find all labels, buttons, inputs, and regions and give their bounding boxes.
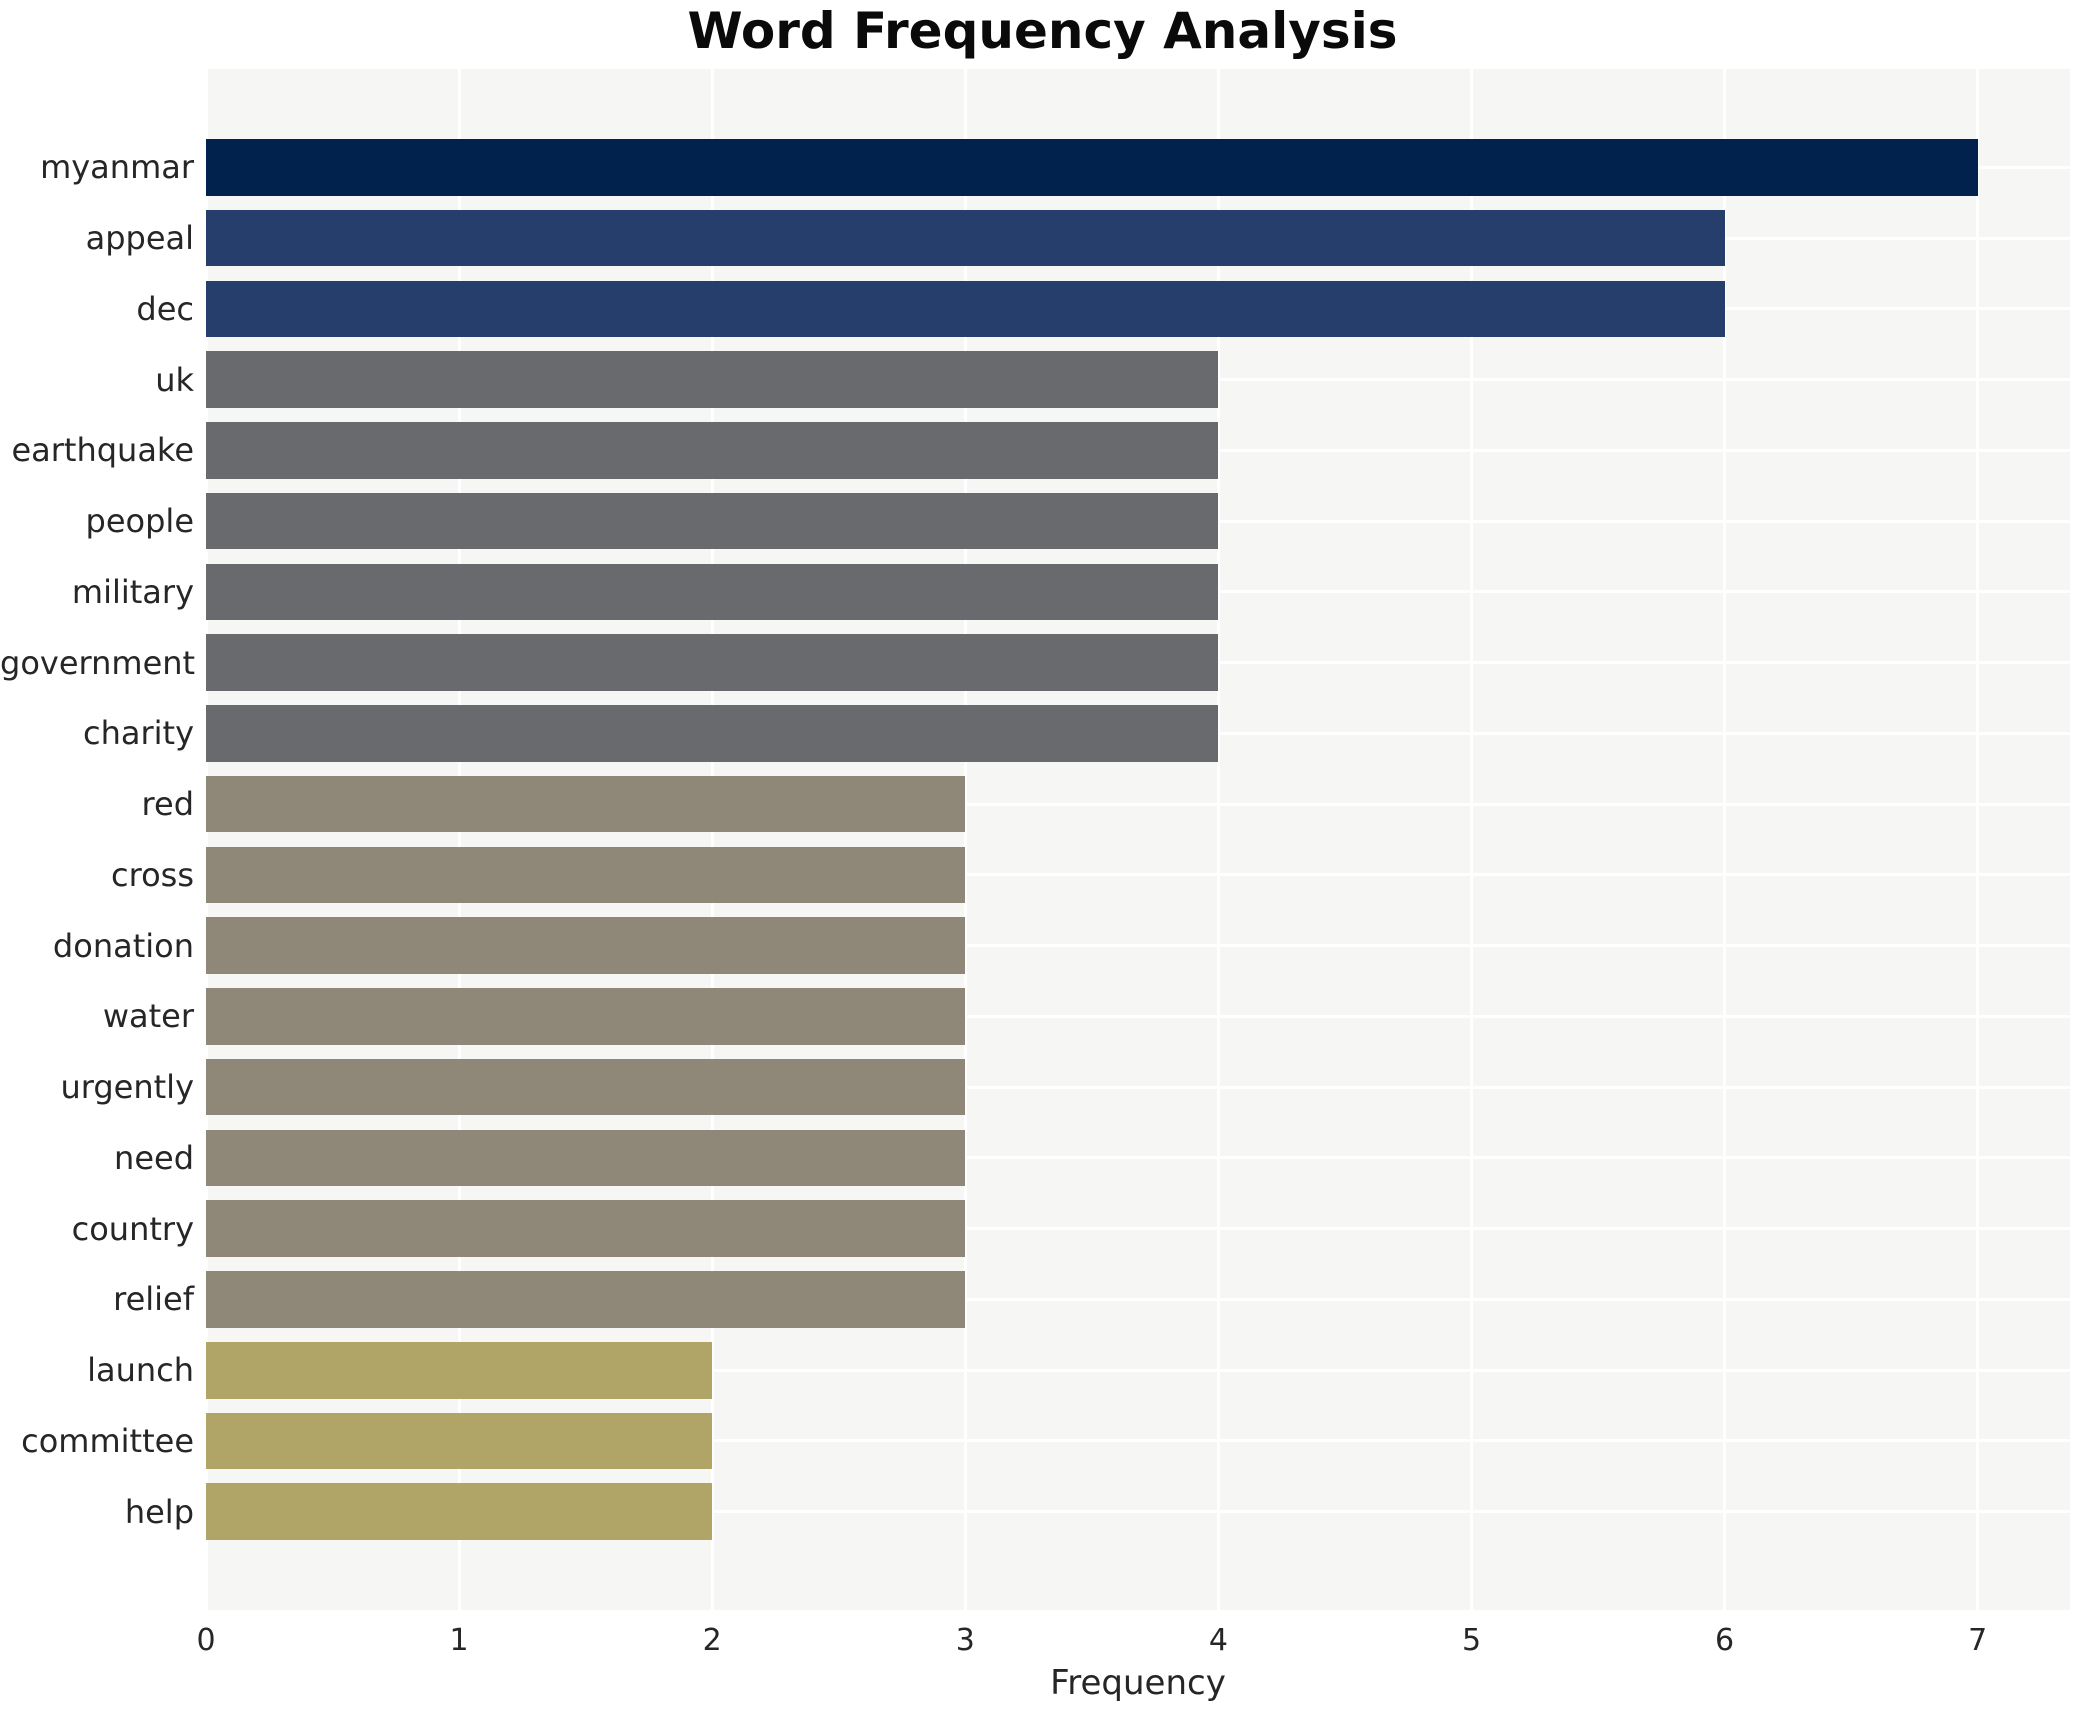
bar-donation — [206, 917, 966, 974]
bar-need — [206, 1129, 966, 1187]
gridline-horizontal — [206, 1014, 2070, 1018]
bar-earthquake — [206, 422, 1219, 479]
gridline-horizontal — [206, 802, 2070, 806]
gridline-vertical — [1470, 69, 1473, 1610]
bar-government — [206, 634, 1219, 691]
x-tick-label: 3 — [955, 1623, 975, 1658]
gridline-horizontal — [206, 1510, 2070, 1514]
bar-uk — [206, 351, 1219, 408]
bar-committee — [206, 1412, 713, 1470]
y-axis-label: cross — [111, 855, 194, 894]
bar-urgently — [206, 1058, 966, 1116]
bar-country — [206, 1200, 966, 1257]
gridline-horizontal — [206, 1439, 2070, 1443]
x-tick-label: 2 — [702, 1623, 722, 1658]
gridline-vertical — [1976, 69, 1980, 1610]
y-axis-label: urgently — [60, 1068, 194, 1107]
y-axis-label: need — [114, 1138, 194, 1177]
y-axis-label: country — [71, 1209, 194, 1248]
y-axis-label: appeal — [85, 219, 194, 258]
bar-cross — [206, 846, 966, 904]
gridline-horizontal — [206, 1297, 2070, 1301]
gridline-horizontal — [206, 1085, 2070, 1089]
y-axis-label: launch — [87, 1351, 194, 1390]
y-axis-label: earthquake — [11, 431, 194, 470]
bar-water — [206, 988, 966, 1045]
y-axis-label: help — [124, 1492, 194, 1531]
bar-charity — [206, 705, 1219, 762]
gridline-horizontal — [206, 1156, 2070, 1160]
gridline-vertical — [710, 69, 714, 1610]
gridline-vertical — [963, 69, 967, 1610]
y-axis-label: myanmar — [40, 148, 194, 187]
gridline-horizontal — [206, 944, 2070, 948]
y-axis-label: donation — [52, 926, 194, 965]
bar-myanmar — [206, 139, 1978, 196]
gridline-horizontal — [206, 1227, 2070, 1231]
y-axis-label: uk — [155, 360, 194, 399]
bar-military — [206, 563, 1219, 621]
x-tick-label: 0 — [196, 1623, 216, 1658]
gridline-vertical — [457, 69, 461, 1610]
gridline-vertical — [1216, 69, 1220, 1610]
y-axis-label: military — [71, 572, 194, 611]
x-tick-label: 6 — [1715, 1623, 1735, 1658]
gridline-vertical — [1723, 69, 1727, 1610]
x-tick-label: 5 — [1461, 1623, 1482, 1658]
y-axis-label: red — [141, 785, 194, 824]
bar-launch — [206, 1341, 713, 1399]
gridline-horizontal — [206, 873, 2070, 877]
bar-dec — [206, 280, 1725, 338]
y-axis-label: water — [102, 997, 194, 1036]
y-axis-label: government — [0, 643, 196, 682]
bar-relief — [206, 1271, 966, 1328]
gridline-horizontal — [206, 1368, 2070, 1372]
y-axis-label: relief — [113, 1280, 194, 1319]
bar-appeal — [206, 209, 1725, 267]
x-tick-label: 1 — [449, 1623, 469, 1658]
chart-title: Word Frequency Analysis — [687, 2, 1398, 60]
x-tick-label: 7 — [1968, 1623, 1988, 1658]
y-axis-label: committee — [21, 1421, 194, 1460]
bar-red — [206, 775, 966, 833]
y-axis-label: charity — [82, 714, 194, 753]
y-axis-label: people — [85, 502, 194, 541]
plot-area — [204, 69, 2070, 1610]
gridline-vertical — [204, 69, 208, 1610]
x-tick-label: 4 — [1208, 1623, 1228, 1658]
y-axis-label: dec — [136, 289, 194, 328]
bar-help — [206, 1483, 713, 1541]
x-axis-title: Frequency — [1050, 1663, 1226, 1703]
bar-people — [206, 492, 1219, 550]
